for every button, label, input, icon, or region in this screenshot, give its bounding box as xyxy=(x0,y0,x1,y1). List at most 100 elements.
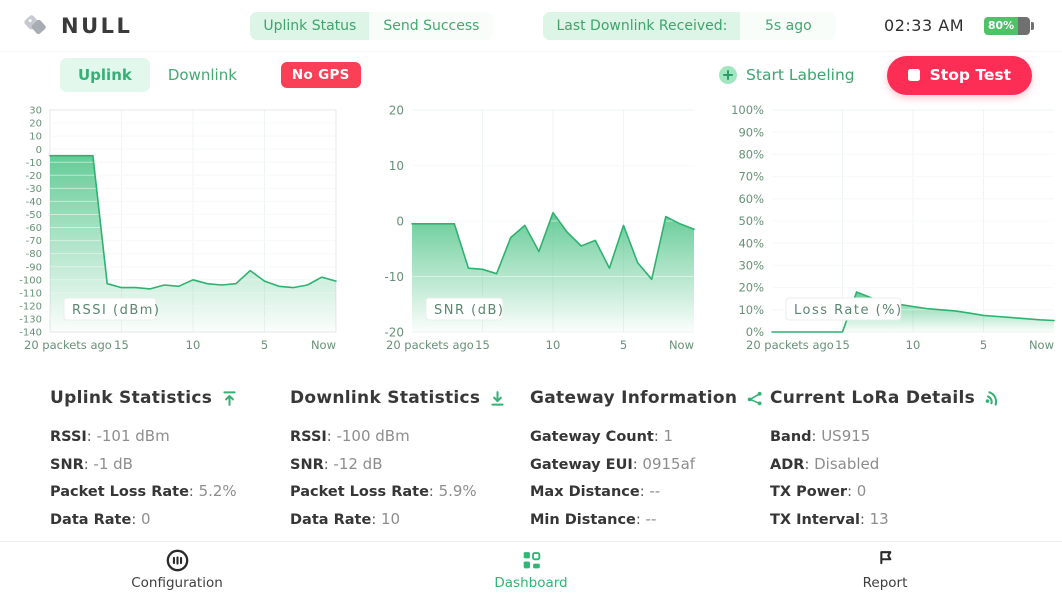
svg-text:20 packets ago: 20 packets ago xyxy=(24,338,112,352)
stat-tx-interval: TX Interval 13 xyxy=(770,506,1020,534)
clock: 02:33 AM xyxy=(884,16,964,35)
svg-text:Now: Now xyxy=(669,338,694,352)
svg-text:RSSI (dBm): RSSI (dBm) xyxy=(72,303,160,318)
svg-text:-50: -50 xyxy=(26,210,42,221)
no-gps-badge: No GPS xyxy=(280,62,361,88)
app-title: NULL xyxy=(61,13,133,38)
lora-details-section: Current LoRa Details Band US915 ADR Disa… xyxy=(770,388,1020,533)
tab-downlink[interactable]: Downlink xyxy=(167,66,237,84)
snr-chart: -20 -10 0 10 20 20 packets ago 15 10 5 Now SNR (dB… xyxy=(350,100,702,362)
svg-text:80%: 80% xyxy=(738,148,764,162)
top-bar: NULL Uplink Status Send Success Last Dow… xyxy=(0,0,1062,52)
last-downlink-value: 5s ago xyxy=(740,11,837,40)
charts-row: -140 -130 -120 -110 -100 -90 -80 -70 -60 -50 -40 -3… xyxy=(0,98,1062,362)
svg-text:-60: -60 xyxy=(26,223,42,234)
plus-icon xyxy=(719,66,738,84)
bottom-navigation: Configuration Dashboard Report xyxy=(0,541,1062,597)
downlink-statistics-title: Downlink Statistics xyxy=(290,388,481,408)
gateway-information-title: Gateway Information xyxy=(530,388,738,408)
svg-text:Now: Now xyxy=(1029,338,1054,352)
uplink-statistics-section: Uplink Statistics RSSI -101 dBm SNR -1 d… xyxy=(50,388,290,533)
svg-text:-100: -100 xyxy=(19,275,42,286)
nav-item-configuration[interactable]: Configuration xyxy=(0,542,354,597)
battery-indicator: 80% xyxy=(984,16,1034,35)
nav-item-report[interactable]: Report xyxy=(708,542,1062,597)
sliders-circle-icon xyxy=(166,549,188,572)
stop-test-button[interactable]: Stop Test xyxy=(886,55,1032,95)
svg-text:20 packets ago: 20 packets ago xyxy=(386,338,474,352)
app-logo: NULL xyxy=(22,12,132,39)
svg-text:60%: 60% xyxy=(738,192,764,206)
svg-text:5: 5 xyxy=(620,338,627,352)
stop-test-label: Stop Test xyxy=(929,66,1011,84)
stat-data-rate: Data Rate 0 xyxy=(50,506,290,534)
svg-text:-140: -140 xyxy=(19,328,42,339)
nav-item-dashboard[interactable]: Dashboard xyxy=(354,542,708,597)
start-labeling-button[interactable]: Start Labeling xyxy=(719,66,855,84)
battery-icon: 80% xyxy=(984,16,1030,35)
svg-text:0: 0 xyxy=(36,145,42,156)
svg-text:15: 15 xyxy=(835,338,850,352)
tags-logo-icon xyxy=(24,15,46,35)
svg-text:10: 10 xyxy=(186,338,201,352)
svg-text:-20: -20 xyxy=(384,325,404,339)
svg-text:10: 10 xyxy=(546,338,561,352)
loss-rate-chart: 0% 10% 20% 30% 40% 50% 60% 70% 80% 90% 100% 20 pack… xyxy=(702,100,1058,362)
svg-text:10%: 10% xyxy=(738,303,764,317)
svg-text:20: 20 xyxy=(389,103,404,117)
gateway-nodes-icon xyxy=(747,391,762,405)
wireless-icon xyxy=(985,390,998,406)
svg-text:50%: 50% xyxy=(738,214,764,228)
svg-text:20 packets ago: 20 packets ago xyxy=(746,338,834,352)
stat-packet-loss: Packet Loss Rate 5.2% xyxy=(50,478,290,506)
upload-icon xyxy=(223,390,236,406)
svg-text:-10: -10 xyxy=(384,270,404,284)
svg-text:15: 15 xyxy=(475,338,490,352)
svg-text:Loss Rate (%): Loss Rate (%) xyxy=(794,303,903,318)
svg-text:-110: -110 xyxy=(19,288,42,299)
svg-text:0: 0 xyxy=(396,214,404,228)
svg-text:-120: -120 xyxy=(19,301,42,312)
svg-text:10: 10 xyxy=(29,132,42,143)
svg-text:30: 30 xyxy=(29,106,42,117)
svg-text:-70: -70 xyxy=(26,236,42,247)
stat-max-distance: Max Distance -- xyxy=(530,478,770,506)
svg-text:-90: -90 xyxy=(26,262,42,273)
stat-min-distance: Min Distance -- xyxy=(530,506,770,534)
stat-rssi: RSSI -100 dBm xyxy=(290,423,530,451)
stat-band: Band US915 xyxy=(770,423,1020,451)
svg-text:-40: -40 xyxy=(26,197,42,208)
svg-text:-130: -130 xyxy=(19,315,42,326)
downlink-statistics-section: Downlink Statistics RSSI -100 dBm SNR -1… xyxy=(290,388,530,533)
toolbar: Uplink Downlink No GPS Start Labeling St… xyxy=(0,52,1062,98)
stat-rssi: RSSI -101 dBm xyxy=(50,423,290,451)
nav-label-configuration: Configuration xyxy=(131,575,223,591)
stat-packet-loss: Packet Loss Rate 5.9% xyxy=(290,478,530,506)
stat-adr: ADR Disabled xyxy=(770,451,1020,479)
svg-text:-20: -20 xyxy=(26,171,42,182)
nav-label-report: Report xyxy=(862,575,908,591)
svg-text:15: 15 xyxy=(114,338,129,352)
svg-text:20%: 20% xyxy=(738,281,764,295)
svg-text:5: 5 xyxy=(261,338,268,352)
grid-icon xyxy=(523,552,540,569)
rssi-chart: -140 -130 -120 -110 -100 -90 -80 -70 -60 -50 -40 -3… xyxy=(4,100,350,362)
svg-text:10: 10 xyxy=(389,159,404,173)
statistics-row: Uplink Statistics RSSI -101 dBm SNR -1 d… xyxy=(0,362,1062,533)
svg-text:Now: Now xyxy=(311,338,336,352)
svg-text:SNR (dB): SNR (dB) xyxy=(434,303,504,318)
stat-tx-power: TX Power 0 xyxy=(770,478,1020,506)
svg-text:10: 10 xyxy=(906,338,921,352)
stat-snr: SNR -1 dB xyxy=(50,451,290,479)
last-downlink-pill: Last Downlink Received: 5s ago xyxy=(543,11,837,40)
tab-uplink[interactable]: Uplink xyxy=(60,58,150,92)
svg-text:-10: -10 xyxy=(26,158,42,169)
stat-gateway-count: Gateway Count 1 xyxy=(530,423,770,451)
stat-gateway-eui: Gateway EUI 0915af xyxy=(530,451,770,479)
last-downlink-label: Last Downlink Received: xyxy=(543,11,741,40)
flag-icon xyxy=(879,551,891,565)
lora-details-title: Current LoRa Details xyxy=(770,388,976,408)
svg-text:20: 20 xyxy=(29,119,42,130)
svg-text:70%: 70% xyxy=(738,170,764,184)
svg-text:0%: 0% xyxy=(746,325,764,339)
